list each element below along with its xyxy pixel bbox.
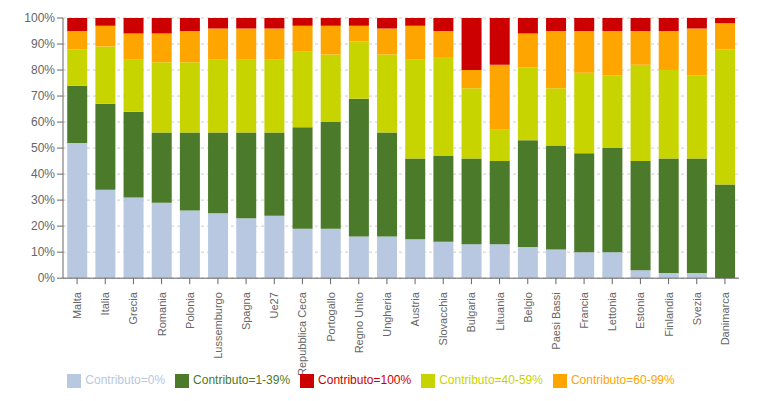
svg-text:Svezia: Svezia [691, 291, 703, 325]
svg-text:60%: 60% [31, 115, 55, 129]
svg-text:Polonia: Polonia [184, 291, 196, 329]
svg-text:100%: 100% [24, 11, 55, 25]
svg-text:0%: 0% [38, 271, 56, 285]
svg-text:Estonia: Estonia [634, 291, 646, 329]
svg-text:80%: 80% [31, 63, 55, 77]
html-text:Contributo=40-59%: Contributo=40-59% [439, 373, 543, 388]
html-text:Contributo=0%: Contributo=0% [85, 373, 165, 388]
svg-text:Ue27: Ue27 [268, 292, 280, 318]
svg-text:20%: 20% [31, 219, 55, 233]
svg-text:Paesi Bassi: Paesi Bassi [550, 292, 562, 349]
svg-text:Lituania: Lituania [494, 291, 506, 330]
svg-text:Repubblica Ceca: Repubblica Ceca [296, 291, 308, 376]
html-text:Contributo=1-39%: Contributo=1-39% [193, 373, 291, 388]
svg-text:Portogallo: Portogallo [325, 292, 337, 342]
svg-text:30%: 30% [31, 193, 55, 207]
svg-text:50%: 50% [31, 141, 55, 155]
svg-text:Finlandia: Finlandia [663, 291, 675, 337]
svg-text:Lussemburgo: Lussemburgo [212, 292, 224, 359]
svg-text:90%: 90% [31, 37, 55, 51]
svg-text:Francia: Francia [578, 291, 590, 329]
svg-text:Bulgaria: Bulgaria [465, 291, 477, 332]
svg-text:Belgio: Belgio [522, 292, 534, 323]
svg-text:Italia: Italia [99, 291, 111, 315]
svg-text:Slovacchia: Slovacchia [437, 291, 449, 345]
svg-text:Grecia: Grecia [127, 291, 139, 324]
svg-text:Lettonia: Lettonia [606, 291, 618, 331]
svg-text:Spagna: Spagna [240, 291, 252, 330]
svg-text:Malta: Malta [71, 291, 83, 319]
html-text:Contributo=100%: Contributo=100% [318, 373, 412, 388]
svg-text:Romania: Romania [156, 291, 168, 336]
html-text:Contributo=60-99%: Contributo=60-99% [570, 373, 675, 388]
svg-text:Austria: Austria [409, 291, 421, 326]
svg-text:70%: 70% [31, 89, 55, 103]
svg-text:40%: 40% [31, 167, 55, 181]
svg-text:10%: 10% [31, 245, 55, 259]
svg-text:Ungheria: Ungheria [381, 291, 393, 337]
svg-text:Danimarca: Danimarca [719, 291, 731, 345]
svg-text:Regno Unito: Regno Unito [353, 292, 365, 353]
